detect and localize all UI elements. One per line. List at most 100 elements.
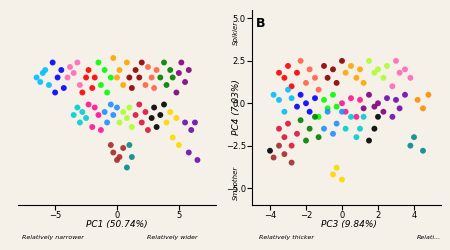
Text: PC1 (50.74%): PC1 (50.74%)	[86, 220, 148, 230]
Point	[333, 166, 340, 170]
Text: PC4 (7.03%): PC4 (7.03%)	[232, 80, 241, 136]
Point	[410, 135, 418, 139]
Point	[60, 86, 68, 90]
Point	[380, 110, 387, 114]
Point	[281, 110, 288, 114]
Point	[342, 110, 349, 114]
Point	[85, 102, 92, 106]
Point	[79, 110, 86, 114]
Point	[166, 68, 174, 72]
Point	[281, 135, 288, 139]
Point	[176, 143, 183, 147]
Point	[315, 135, 322, 139]
Point	[185, 150, 192, 154]
Point	[293, 105, 301, 109]
Point	[347, 115, 355, 119]
Point	[142, 110, 149, 114]
Point	[288, 84, 295, 88]
Point	[281, 152, 288, 156]
Point	[188, 128, 195, 132]
Point	[144, 65, 152, 69]
Point	[275, 144, 283, 148]
Point	[360, 81, 367, 85]
Point	[419, 106, 427, 110]
Point	[120, 146, 127, 150]
Point	[120, 83, 127, 87]
Point	[425, 93, 432, 97]
Point	[333, 105, 340, 109]
Point	[311, 96, 319, 100]
Point	[123, 116, 130, 120]
Point	[342, 127, 349, 131]
Point	[110, 150, 117, 154]
Point	[178, 60, 185, 64]
Point	[126, 76, 133, 80]
Point	[392, 98, 400, 102]
Point	[82, 116, 90, 120]
Point	[297, 93, 304, 97]
Point	[97, 83, 104, 87]
Point	[144, 128, 152, 132]
Point	[36, 80, 44, 84]
Point	[126, 106, 133, 110]
Point	[148, 116, 155, 120]
Point	[360, 106, 367, 110]
Point	[306, 127, 313, 131]
Point	[288, 96, 295, 100]
Point	[371, 71, 378, 75]
Point	[132, 68, 139, 72]
Point	[306, 67, 313, 71]
Point	[95, 60, 102, 64]
Point	[33, 76, 40, 80]
Point	[329, 172, 337, 176]
Point	[311, 115, 319, 119]
Point	[338, 110, 346, 114]
Point	[302, 101, 310, 105]
Point	[70, 113, 77, 117]
Point	[163, 120, 170, 124]
Point	[356, 67, 364, 71]
Point	[270, 156, 277, 160]
Point	[365, 59, 373, 63]
Point	[138, 60, 145, 64]
Point	[128, 155, 135, 159]
Point	[275, 71, 283, 75]
Point	[107, 143, 114, 147]
Point	[389, 115, 396, 119]
Point	[338, 59, 346, 63]
Point	[281, 76, 288, 80]
Point	[39, 71, 46, 75]
Text: Relati...: Relati...	[417, 235, 441, 240]
Point	[275, 127, 283, 131]
Point	[160, 102, 167, 106]
Point	[185, 68, 192, 72]
Text: Spikier: Spikier	[233, 20, 239, 44]
Point	[353, 76, 360, 80]
Point	[110, 56, 117, 60]
Point	[138, 120, 145, 124]
Point	[302, 81, 310, 85]
Point	[95, 113, 102, 117]
Point	[76, 83, 84, 87]
Point	[284, 122, 292, 126]
Point	[407, 76, 414, 80]
Point	[288, 160, 295, 164]
Point	[365, 138, 373, 142]
Point	[153, 125, 160, 129]
Point	[401, 67, 409, 71]
Point	[329, 132, 337, 136]
Point	[284, 64, 292, 68]
Point	[166, 110, 174, 114]
Point	[76, 120, 84, 124]
Point	[333, 81, 340, 85]
Point	[97, 128, 104, 132]
Text: Relatively wider: Relatively wider	[148, 235, 198, 240]
Point	[142, 83, 149, 87]
Point	[353, 115, 360, 119]
Point	[324, 110, 331, 114]
Point	[67, 65, 74, 69]
Point	[123, 166, 130, 170]
Point	[374, 101, 382, 105]
Point	[356, 98, 364, 102]
Text: Relatively thicker: Relatively thicker	[259, 235, 314, 240]
